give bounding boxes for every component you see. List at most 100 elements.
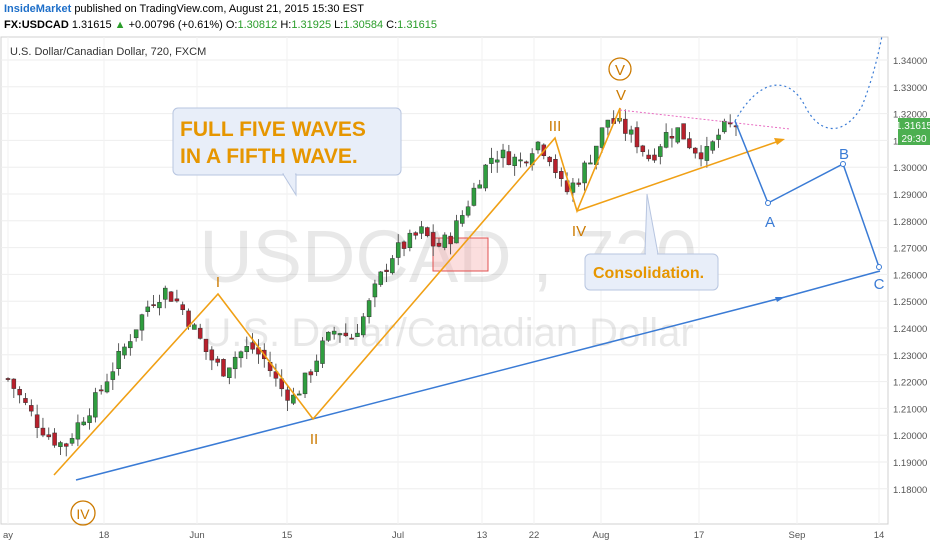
candle-body <box>203 338 209 352</box>
time-axis[interactable]: ay 18 Jun 15 Jul 13 22 Aug 17 Sep 14 <box>3 530 884 541</box>
main-callout: FULL FIVE WAVES IN A FIFTH WAVE. <box>172 107 402 197</box>
x-tick-label: 22 <box>529 530 540 541</box>
candle-body <box>460 215 465 224</box>
candle-body <box>87 415 92 423</box>
candle-body <box>46 434 52 438</box>
candle-body <box>477 184 482 189</box>
candle-body <box>390 258 395 274</box>
x-tick-label: 14 <box>874 530 885 541</box>
wave-label-C: C <box>874 276 885 293</box>
candle-body <box>395 242 401 258</box>
candle-body <box>634 127 640 148</box>
plot-frame <box>0 36 889 525</box>
chart-area[interactable]: USDCAD , 720 U.S. Dollar/Canadian Dollar… <box>0 35 932 550</box>
x-tick-label: 13 <box>477 530 488 541</box>
last-price: 1.31615 <box>71 19 112 31</box>
candle-body <box>308 371 314 376</box>
support-trendline-extension <box>784 270 881 298</box>
candle-body <box>436 242 442 247</box>
candle-body <box>197 327 203 339</box>
candle-body <box>535 141 541 151</box>
candle-body <box>116 350 121 369</box>
quote-line: FX:USDCAD 1.31615 ▲ +0.00796 (+0.61%) O:… <box>4 19 437 31</box>
wave-zigzag <box>53 107 621 476</box>
y-tick-label: 1.30000 <box>893 163 927 174</box>
candle-body <box>430 232 436 247</box>
candle-body <box>343 332 349 337</box>
x-tick-label: 17 <box>694 530 705 541</box>
projection-dotted-path <box>734 35 883 130</box>
x-tick-label: 18 <box>99 530 110 541</box>
y-tick-label: 1.29000 <box>893 190 927 201</box>
candle-body <box>727 122 733 125</box>
candle-body <box>69 438 75 444</box>
candle-body <box>29 405 34 412</box>
candle-body <box>698 152 704 160</box>
consolidation-callout: Consolidation. <box>584 193 719 291</box>
publish-line: InsideMarket published on TradingView.co… <box>4 3 364 15</box>
point-b <box>840 161 846 167</box>
candle-body <box>366 300 372 318</box>
y-tick-label: 1.27000 <box>893 244 927 255</box>
candle-body <box>401 241 407 249</box>
candle-body <box>11 378 17 389</box>
candle-body <box>145 306 151 312</box>
candle-body <box>302 372 308 395</box>
candle-body <box>588 162 593 165</box>
y-tick-label: 1.32000 <box>893 110 927 121</box>
candle-body <box>483 164 488 189</box>
x-tick-label: Sep <box>789 530 806 541</box>
x-tick-label: ay <box>3 530 13 541</box>
candle-body <box>687 138 692 149</box>
candle-body <box>628 129 634 135</box>
circled-iv-ring <box>70 500 96 526</box>
candle-body <box>716 134 721 140</box>
low-label: L: <box>334 19 344 31</box>
open-value: 1.30812 <box>237 19 278 31</box>
candle-body <box>500 149 506 159</box>
candle-body <box>93 392 98 418</box>
price-axis[interactable]: 1.340001.330001.320001.310001.300001.290… <box>893 56 927 496</box>
candle-body <box>681 123 686 140</box>
symbol[interactable]: FX:USDCAD <box>4 19 69 31</box>
highlight-box <box>432 237 489 272</box>
candle-body <box>285 389 290 401</box>
candle-body <box>646 154 651 160</box>
candle-body <box>98 389 104 392</box>
chart-svg[interactable]: USDCAD , 720 U.S. Dollar/Canadian Dollar… <box>0 35 932 550</box>
y-tick-label: 1.18000 <box>893 485 927 496</box>
countdown-value: 29:30 <box>901 134 926 145</box>
candle-body <box>349 337 354 340</box>
close-label: C: <box>386 19 398 31</box>
candle-body <box>559 171 564 179</box>
candle-body <box>337 333 343 336</box>
y-tick-label: 1.19000 <box>893 458 927 469</box>
wave-label-circled-V: V <box>615 62 625 79</box>
candle-body <box>221 359 226 377</box>
candle-body <box>547 156 552 163</box>
candle-body <box>52 432 57 446</box>
y-tick-label: 1.33000 <box>893 83 927 94</box>
consolidation-arrowhead <box>774 138 785 145</box>
author-link[interactable]: InsideMarket <box>4 3 72 15</box>
candle-body <box>122 346 127 356</box>
candle-body <box>133 329 139 339</box>
candle-body <box>63 443 69 447</box>
candle-body <box>407 232 413 248</box>
candle-body <box>710 141 715 151</box>
consolidation-label: Consolidation. <box>593 265 704 282</box>
candle-body <box>296 393 302 396</box>
wave-label-III: III <box>549 118 562 135</box>
candle-body <box>110 371 116 380</box>
publish-info: published on TradingView.com, August 21,… <box>74 3 364 15</box>
candle-body <box>669 136 675 139</box>
high-label: H: <box>280 19 292 31</box>
candle-body <box>582 162 587 184</box>
high-value: 1.31925 <box>291 19 332 31</box>
candle-body <box>384 269 389 272</box>
candle-body <box>331 330 337 335</box>
resistance-dotted-line <box>619 109 791 130</box>
candle-body <box>23 398 28 403</box>
low-value: 1.30584 <box>343 19 384 31</box>
price-badge-value: 1.31615 <box>896 121 932 132</box>
